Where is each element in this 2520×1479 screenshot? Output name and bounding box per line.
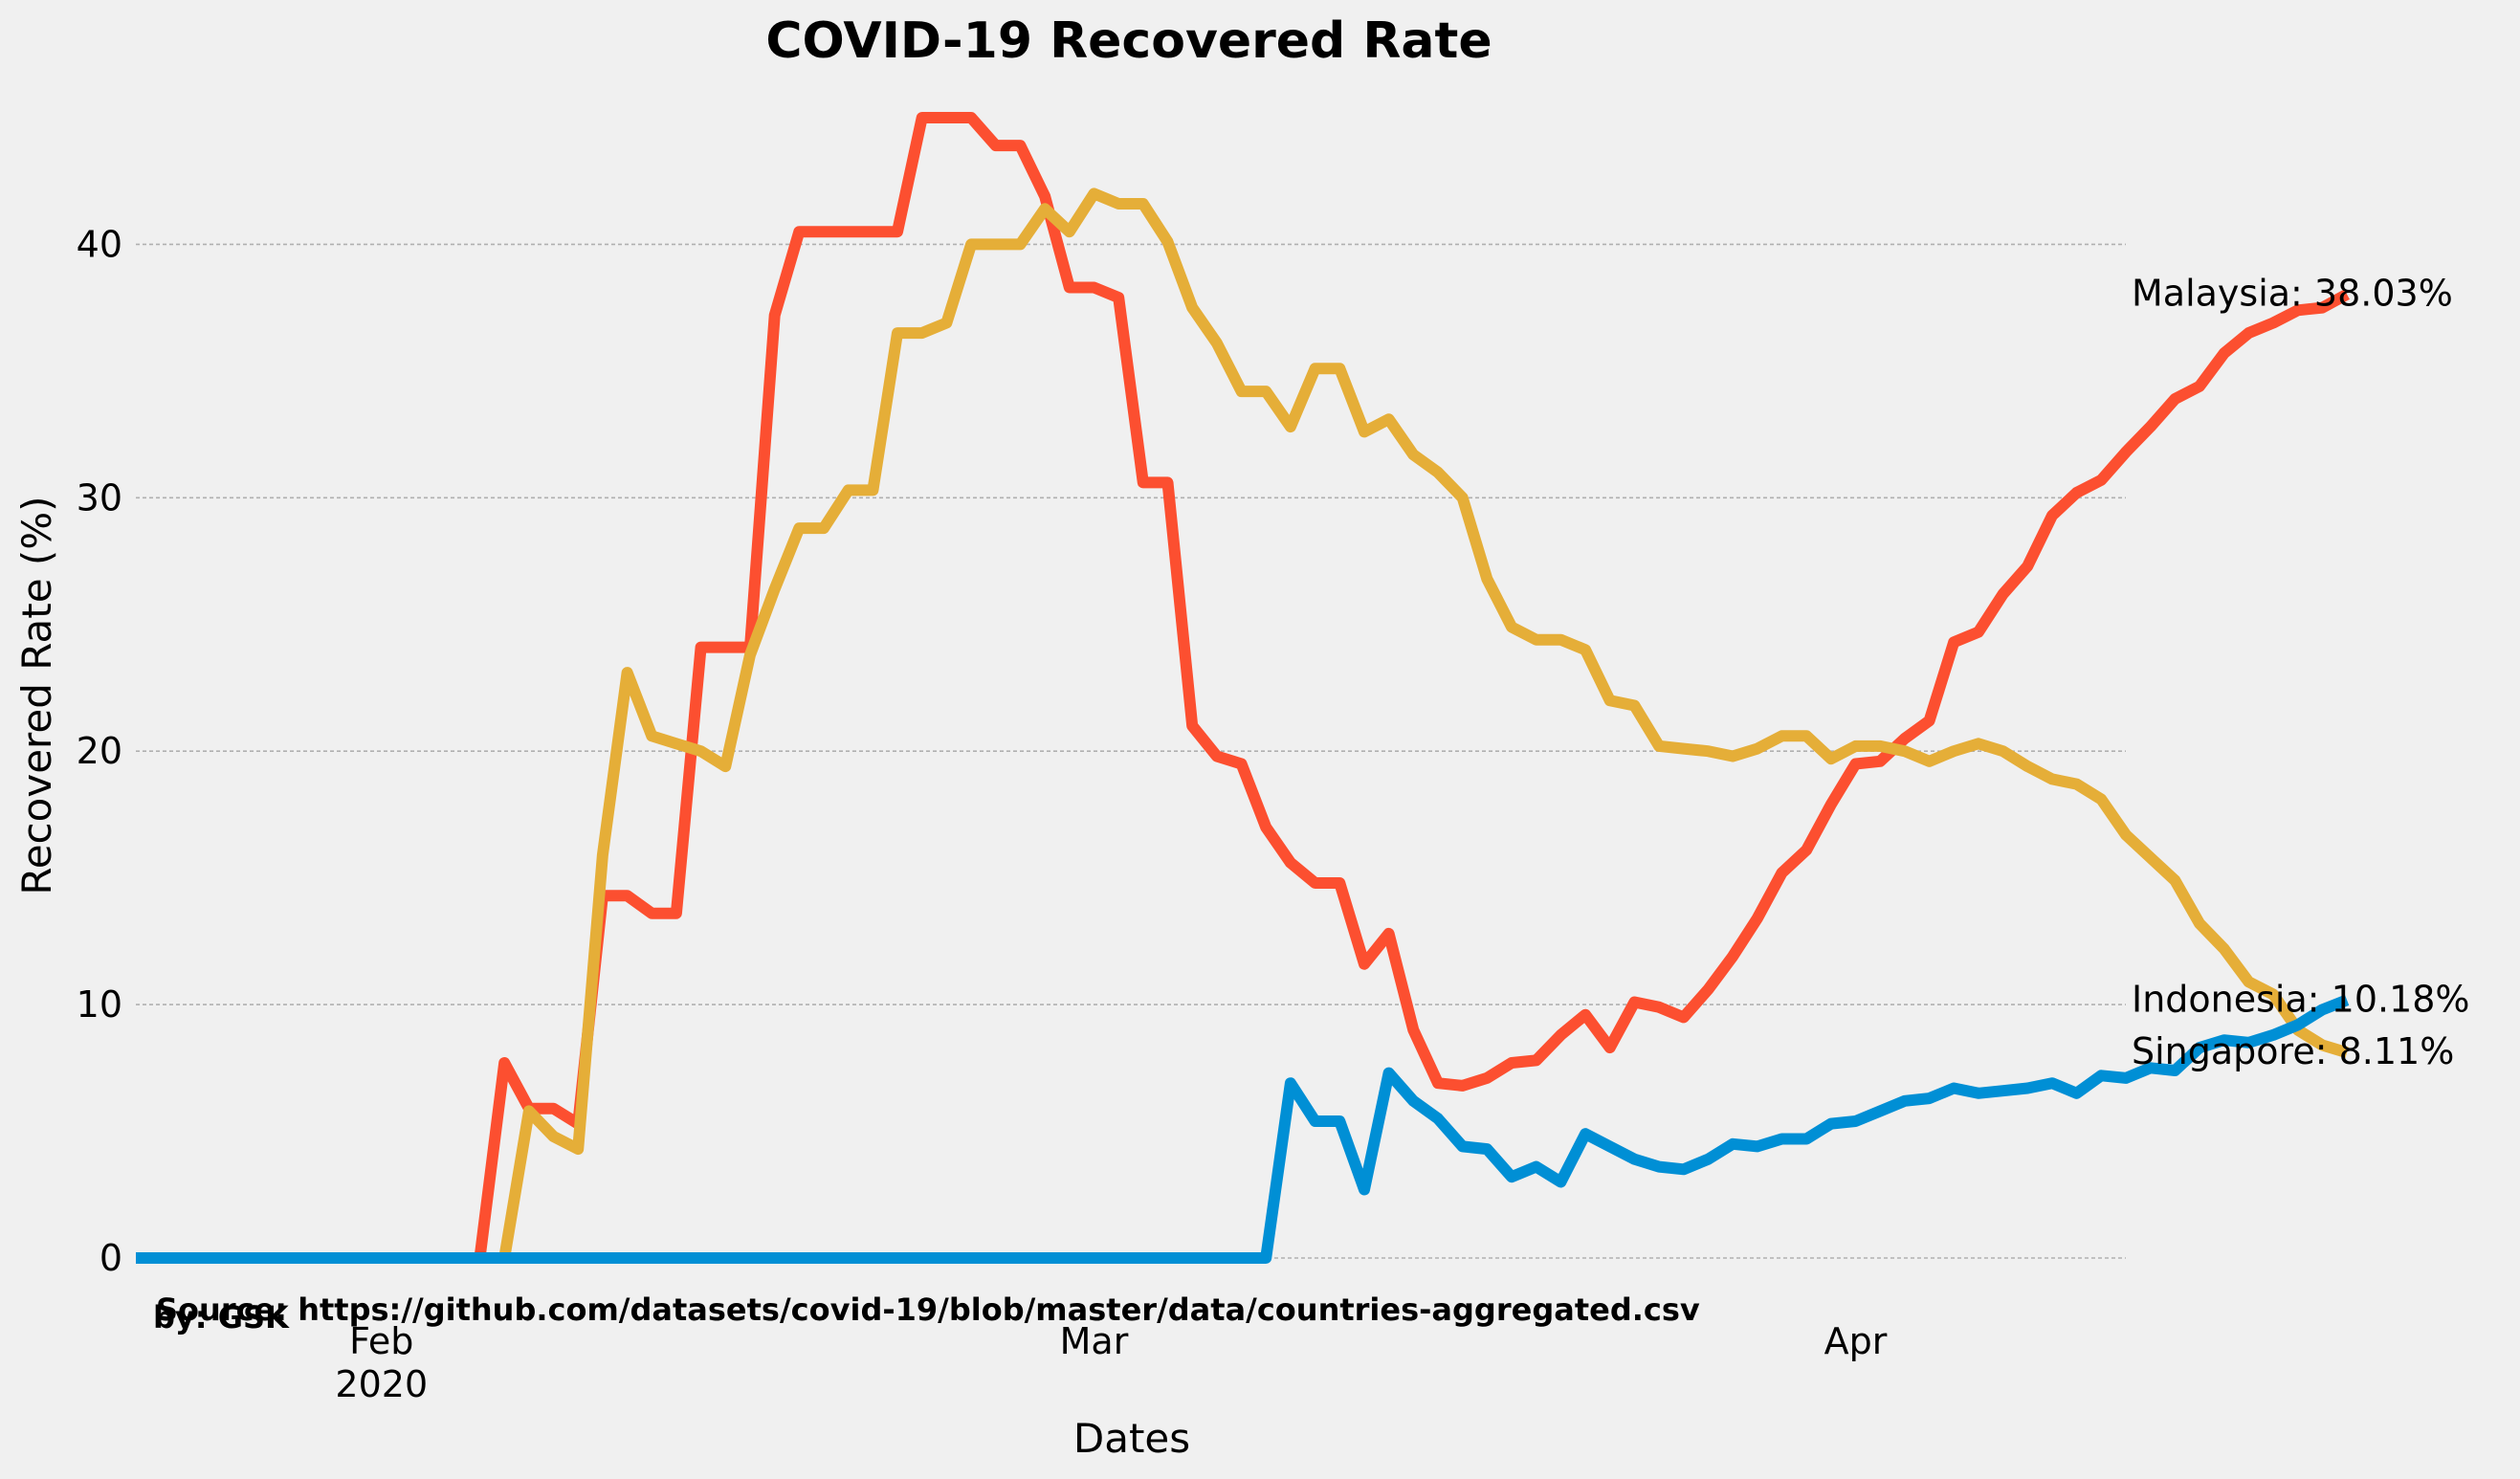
- end-label-malaysia: Malaysia: 38.03%: [2132, 273, 2453, 315]
- x-axis-label: Dates: [1073, 1415, 1190, 1462]
- y-axis-label: Recovered Rate (%): [13, 496, 60, 894]
- y-tick-label: 0: [99, 1237, 122, 1279]
- end-label-indonesia: Indonesia: 10.18%: [2132, 978, 2470, 1020]
- y-tick-label: 40: [77, 223, 122, 265]
- x-tick-label: Mar: [1060, 1320, 1129, 1362]
- x-tick-label: Feb: [349, 1320, 413, 1362]
- x-tick-sublabel: 2020: [335, 1363, 428, 1405]
- end-label-singapore: Singapore: 8.11%: [2132, 1030, 2454, 1072]
- y-tick-label: 30: [77, 476, 122, 519]
- series-line-singapore: [136, 188, 2349, 1264]
- chart-title: COVID-19 Recovered Rate: [765, 12, 1492, 70]
- y-axis: 0 10 20 30 40: [77, 223, 122, 1279]
- source-note: Source: https://github.com/datasets/covi…: [156, 1291, 1700, 1328]
- end-labels: Malaysia: 38.03% Singapore: 8.11% Indonesi…: [2132, 273, 2470, 1073]
- x-tick-label: Apr: [1824, 1320, 1888, 1362]
- author-note: by: GSK: [153, 1299, 290, 1336]
- series-line-indonesia: [136, 994, 2350, 1264]
- series-line-malaysia: [136, 112, 2350, 1264]
- y-tick-label: 20: [77, 730, 122, 772]
- y-tick-label: 10: [77, 983, 122, 1026]
- series-layer: [136, 112, 2350, 1264]
